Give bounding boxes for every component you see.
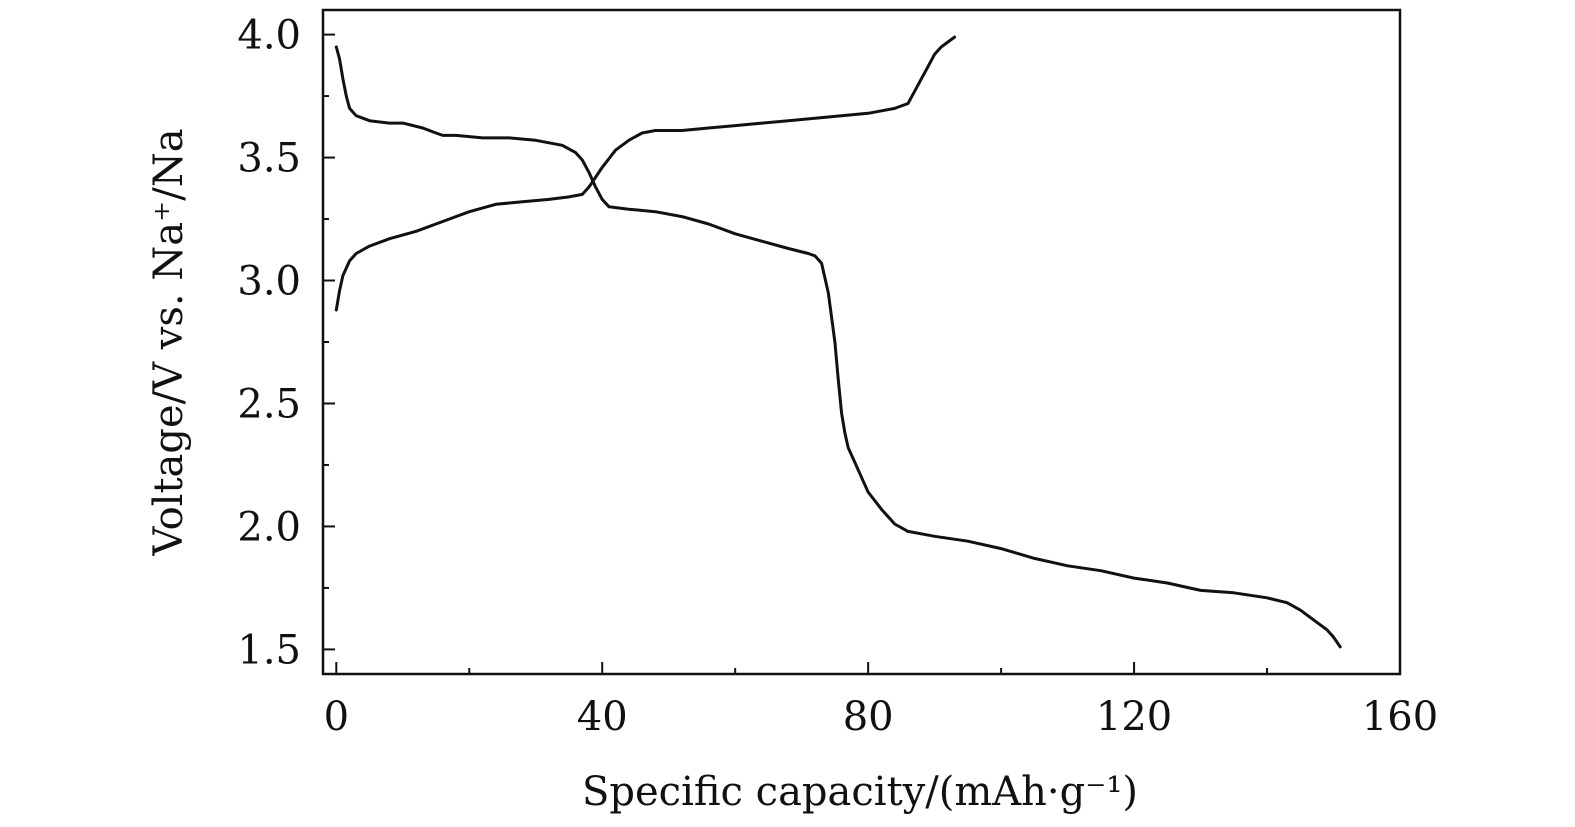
x-tick-label: 160 <box>1362 694 1438 740</box>
x-tick-label: 120 <box>1096 694 1172 740</box>
y-axis-label: Voltage/V vs. Na⁺/Na <box>146 128 192 556</box>
curve-1 <box>334 35 957 312</box>
x-axis-ticks: 0 40 80 120 160 <box>324 662 1438 740</box>
y-tick-label: 2.0 <box>237 504 301 550</box>
y-tick-label: 3.0 <box>237 259 301 305</box>
y-tick-label: 1.5 <box>237 627 301 673</box>
y-tick-label: 2.5 <box>237 381 301 427</box>
curves <box>334 35 1342 649</box>
curve-2 <box>334 45 1342 649</box>
y-tick-label: 3.5 <box>237 136 301 182</box>
x-axis-label: Specific capacity/(mAh·g⁻¹) <box>582 769 1138 815</box>
y-tick-label: 4.0 <box>237 13 301 59</box>
x-tick-label: 40 <box>577 694 628 740</box>
y-axis-ticks: 1.5 2.0 2.5 3.0 3.5 4.0 <box>237 13 335 673</box>
x-tick-label: 0 <box>324 694 349 740</box>
plot-frame <box>321 8 1402 676</box>
x-tick-label: 80 <box>843 694 894 740</box>
